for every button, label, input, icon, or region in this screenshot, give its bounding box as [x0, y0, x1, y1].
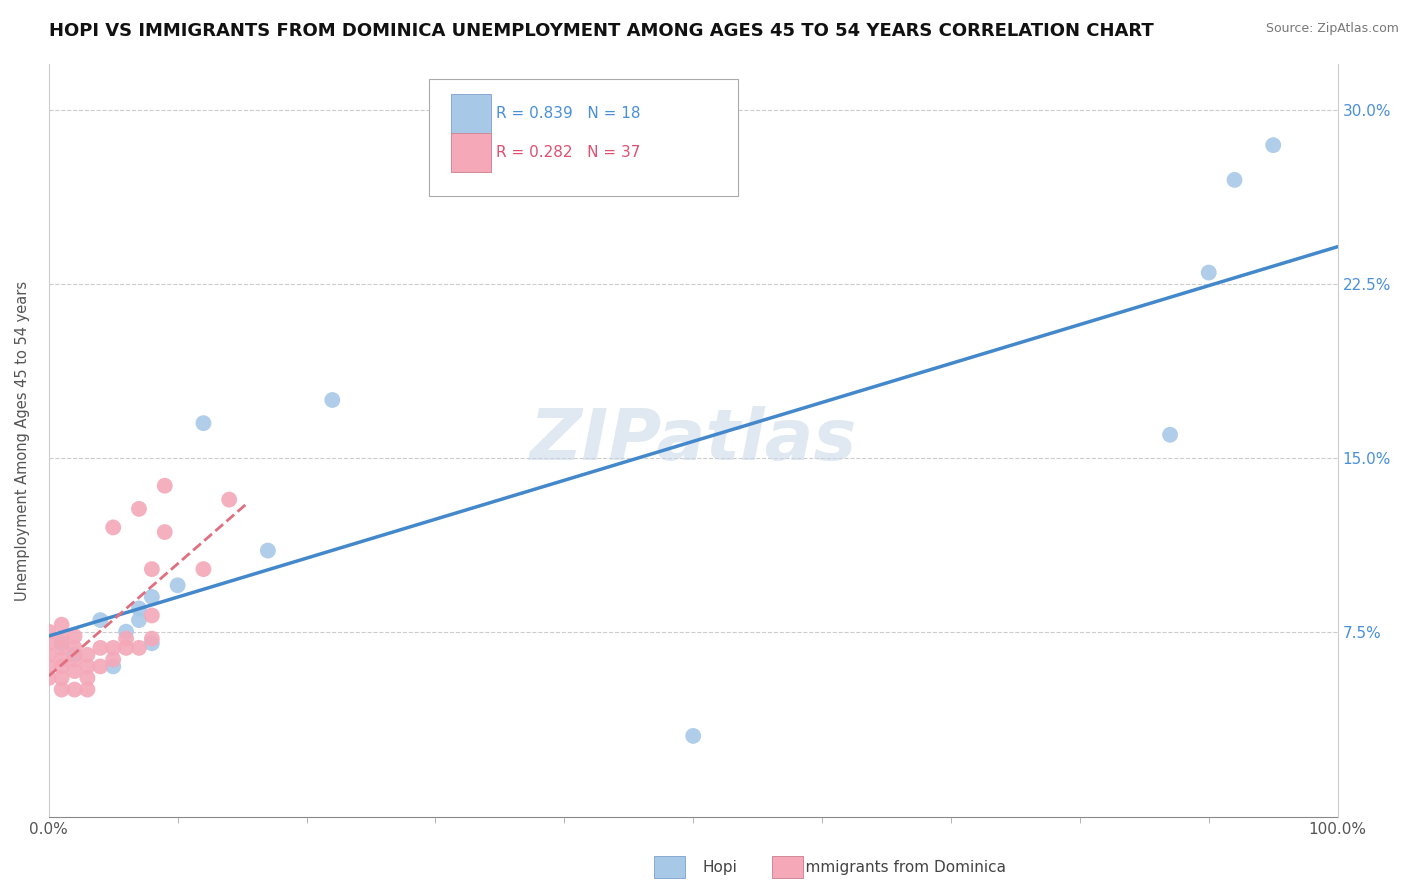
Point: [141, 562, 163, 576]
Point: [153, 524, 176, 539]
FancyBboxPatch shape: [451, 95, 491, 133]
Point: [218, 492, 240, 507]
Point: [141, 636, 163, 650]
Point: [321, 392, 343, 407]
Text: Source: ZipAtlas.com: Source: ZipAtlas.com: [1265, 22, 1399, 36]
Point: [63, 652, 86, 666]
Point: [51, 682, 73, 697]
Point: [63, 664, 86, 678]
Point: [63, 682, 86, 697]
Point: [89, 613, 111, 627]
Point: [193, 562, 215, 576]
Point: [103, 640, 125, 655]
Point: [89, 640, 111, 655]
Point: [115, 624, 138, 639]
Point: [1263, 138, 1285, 153]
Point: [103, 652, 125, 666]
Point: [128, 601, 150, 615]
Text: ZIPatlas: ZIPatlas: [530, 406, 856, 475]
Text: R = 0.839   N = 18: R = 0.839 N = 18: [496, 105, 641, 120]
Point: [63, 640, 86, 655]
Point: [76, 648, 98, 662]
Point: [682, 729, 704, 743]
Point: [63, 629, 86, 643]
Point: [51, 659, 73, 673]
Point: [38, 659, 60, 673]
Point: [115, 640, 138, 655]
Point: [128, 501, 150, 516]
Point: [38, 624, 60, 639]
Point: [76, 682, 98, 697]
Text: Hopi: Hopi: [703, 860, 738, 874]
Text: Immigrants from Dominica: Immigrants from Dominica: [801, 860, 1007, 874]
Point: [1159, 427, 1181, 442]
FancyBboxPatch shape: [429, 79, 738, 196]
Point: [38, 636, 60, 650]
Y-axis label: Unemployment Among Ages 45 to 54 years: Unemployment Among Ages 45 to 54 years: [15, 280, 30, 600]
Point: [166, 578, 188, 592]
Point: [153, 479, 176, 493]
Point: [257, 543, 280, 558]
Point: [76, 671, 98, 685]
Point: [76, 659, 98, 673]
Point: [141, 632, 163, 646]
Point: [141, 608, 163, 623]
Point: [51, 652, 73, 666]
Point: [115, 632, 138, 646]
Point: [128, 613, 150, 627]
FancyBboxPatch shape: [451, 133, 491, 172]
Point: [141, 590, 163, 604]
Point: [38, 648, 60, 662]
Point: [51, 632, 73, 646]
Point: [128, 640, 150, 655]
Point: [89, 659, 111, 673]
Point: [51, 636, 73, 650]
Point: [1223, 173, 1246, 187]
Point: [63, 648, 86, 662]
Point: [103, 520, 125, 534]
Text: HOPI VS IMMIGRANTS FROM DOMINICA UNEMPLOYMENT AMONG AGES 45 TO 54 YEARS CORRELAT: HOPI VS IMMIGRANTS FROM DOMINICA UNEMPLO…: [49, 22, 1154, 40]
Point: [103, 659, 125, 673]
Point: [51, 617, 73, 632]
Point: [51, 640, 73, 655]
Point: [51, 671, 73, 685]
Point: [193, 416, 215, 430]
Text: R = 0.282   N = 37: R = 0.282 N = 37: [496, 145, 640, 161]
Point: [38, 671, 60, 685]
Point: [1198, 266, 1220, 280]
